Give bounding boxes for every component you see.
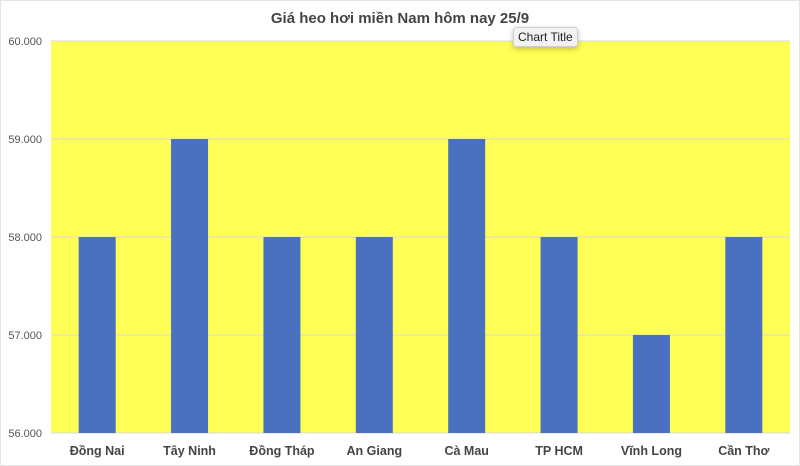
x-category-label: Cà Mau — [444, 444, 488, 458]
y-tick-label: 56.000 — [8, 428, 42, 440]
x-category-label: An Giang — [347, 444, 403, 458]
chart-title-tooltip: Chart Title — [513, 27, 578, 47]
bar-4[interactable] — [448, 139, 486, 433]
bar-3[interactable] — [355, 237, 393, 433]
bar-7[interactable] — [725, 237, 763, 433]
y-tick-label: 58.000 — [8, 232, 42, 244]
bar-0[interactable] — [78, 237, 116, 433]
y-tick-label: 57.000 — [8, 330, 42, 342]
bar-6[interactable] — [632, 335, 670, 433]
x-category-label: Tây Ninh — [163, 444, 216, 458]
y-tick-label: 59.000 — [8, 134, 42, 146]
bar-1[interactable] — [171, 139, 209, 433]
x-category-label: Vĩnh Long — [621, 444, 682, 458]
x-category-label: Đồng Nai — [70, 444, 125, 458]
x-category-label: Cần Thơ — [718, 444, 769, 458]
bar-5[interactable] — [540, 237, 578, 433]
y-tick-label: 60.000 — [8, 36, 42, 48]
bar-2[interactable] — [263, 237, 301, 433]
x-category-label: TP HCM — [535, 444, 583, 458]
chart-title[interactable]: Giá heo hơi miền Nam hôm nay 25/9 — [270, 10, 530, 27]
x-category-label: Đồng Tháp — [249, 444, 315, 458]
